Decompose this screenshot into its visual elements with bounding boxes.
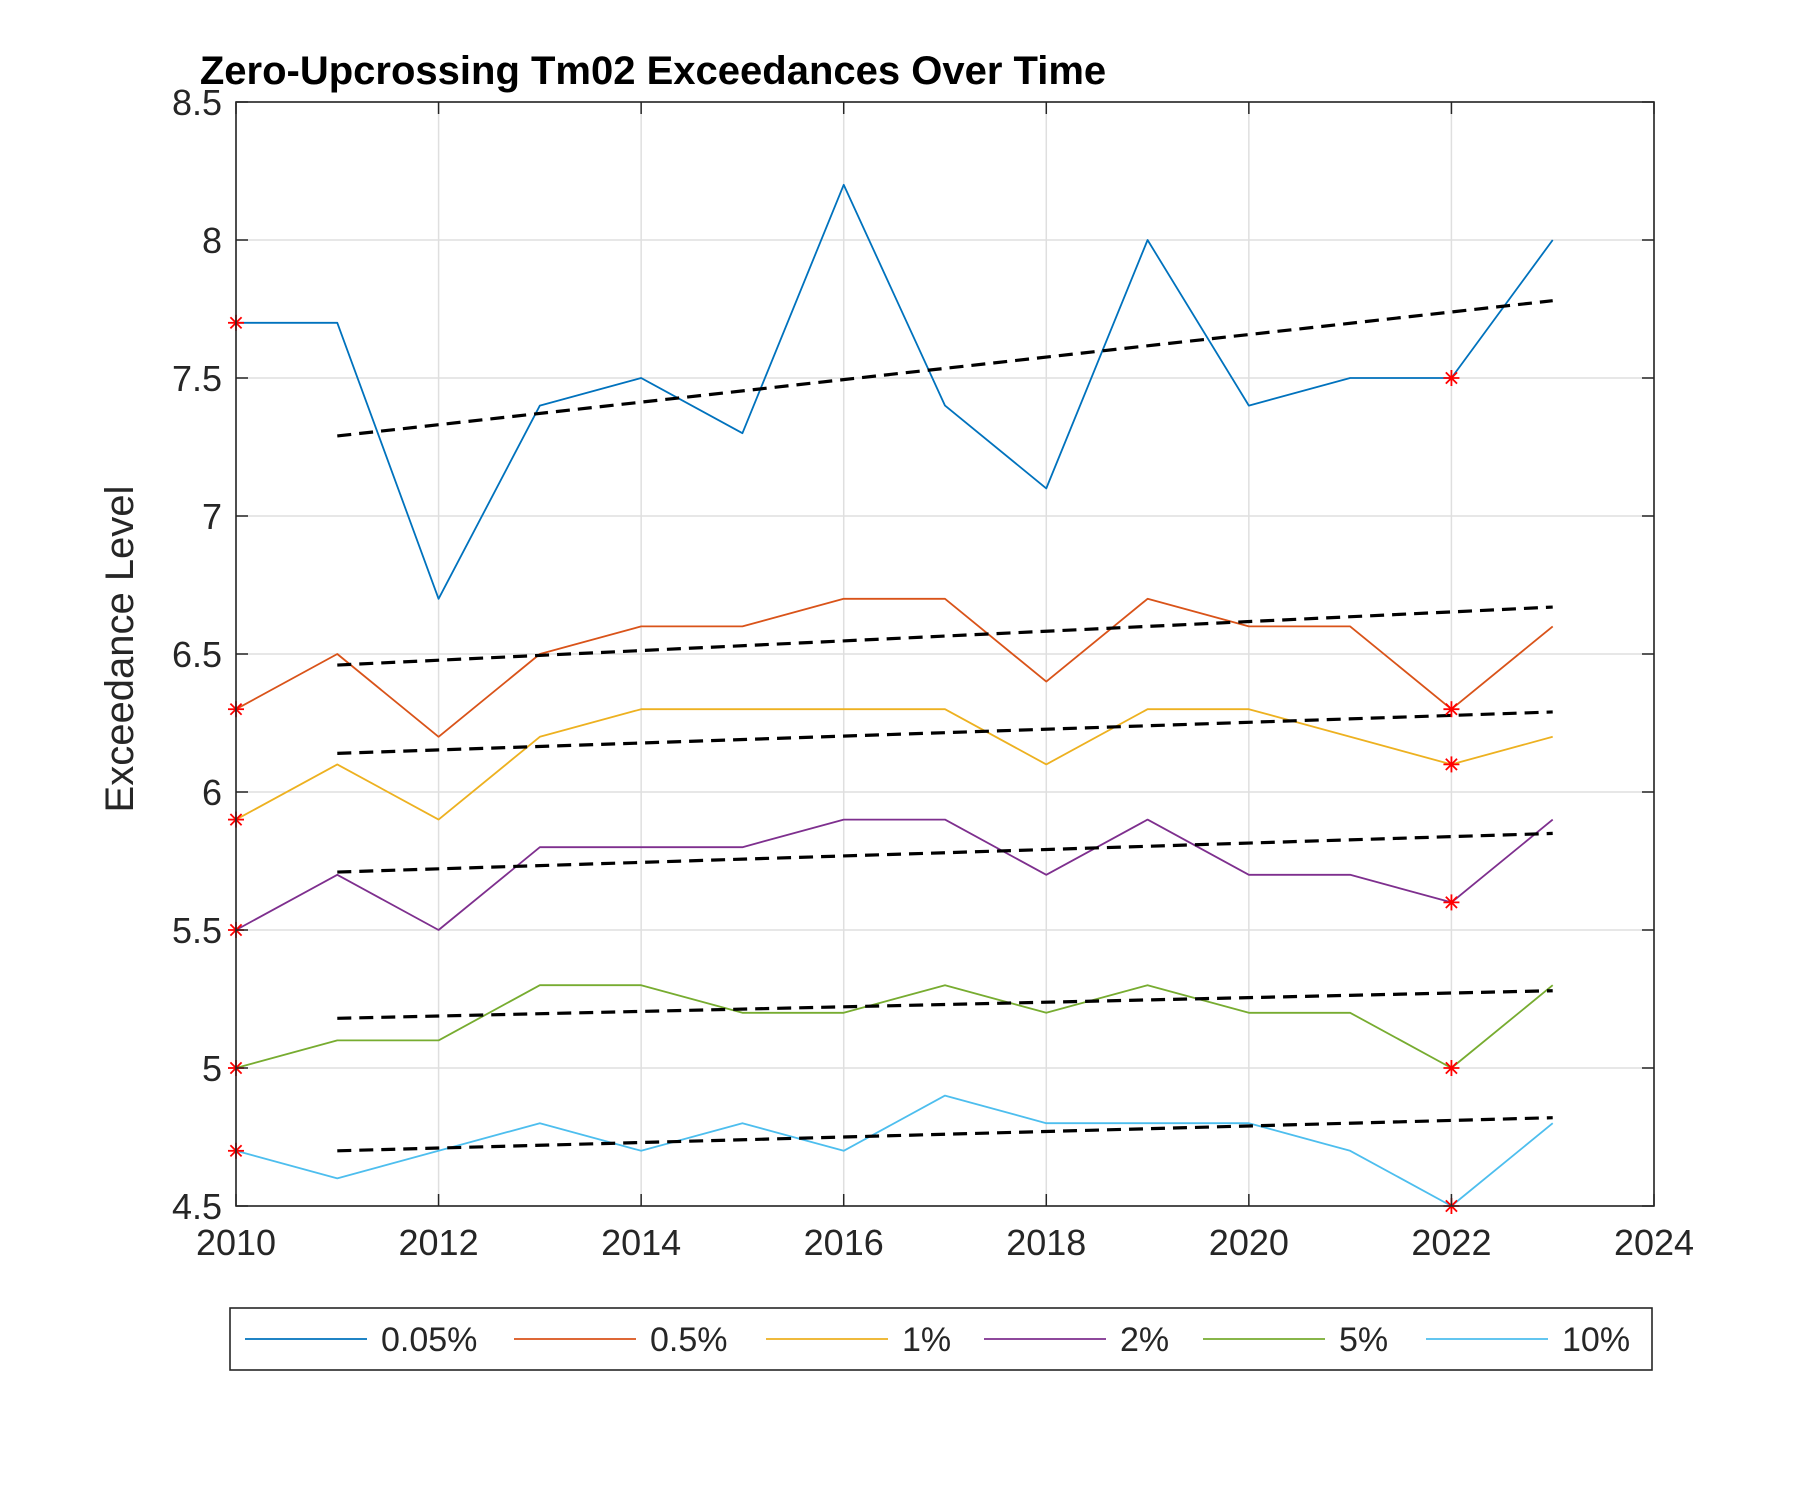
marker-stroke (1445, 1061, 1458, 1075)
y-tick-label: 7.5 (172, 358, 222, 399)
y-tick-label: 6 (202, 772, 222, 813)
marker-stroke (1445, 371, 1458, 385)
y-axis-label: Exceedance Level (98, 486, 142, 813)
trend-line-4 (337, 989, 1553, 1020)
y-tick-label: 8 (202, 220, 222, 261)
plot-area-border (235, 101, 1655, 1207)
trend-line-3 (337, 831, 1553, 874)
marker-stroke (1445, 758, 1458, 771)
x-tick-label: 2020 (1209, 1222, 1289, 1263)
trend-line-2 (337, 710, 1553, 755)
x-tick-label: 2024 (1614, 1222, 1694, 1263)
legend-label: 2% (1120, 1321, 1169, 1359)
series-line-2 (235, 708, 1553, 821)
y-tick-label: 4.5 (172, 1186, 222, 1227)
legend-label: 10% (1562, 1321, 1630, 1359)
y-tick-label: 7 (202, 496, 222, 537)
marker-stroke (1445, 896, 1458, 909)
legend-label: 1% (902, 1321, 951, 1359)
x-tick-label: 2016 (804, 1222, 884, 1263)
series-line-3 (235, 818, 1554, 931)
trend-line-0 (337, 299, 1553, 438)
marker-stroke (1445, 702, 1458, 716)
chart-title: Zero-Upcrossing Tm02 Exceedances Over Ti… (200, 49, 1106, 93)
x-tick-label: 2018 (1006, 1222, 1086, 1263)
y-tick-label: 5 (202, 1048, 222, 1089)
y-tick-label: 5.5 (172, 910, 222, 951)
series-line-4 (235, 984, 1554, 1069)
x-tick-label: 2014 (601, 1222, 681, 1263)
extreme-marker (1443, 756, 1460, 773)
legend-label: 0.5% (650, 1321, 728, 1359)
x-tick-label: 2022 (1411, 1222, 1491, 1263)
x-tick-label: 2010 (196, 1222, 276, 1263)
x-tick-label: 2012 (399, 1222, 479, 1263)
trend-line-1 (337, 605, 1553, 667)
axes: 2010 2012 2014 2016 2018 2020 2022 2024 4.5 5 5.5 6… (172, 82, 1694, 1263)
trend-lines (337, 299, 1553, 1153)
y-tick-label: 6.5 (172, 634, 222, 675)
grid (235, 101, 1655, 1207)
legend-label: 0.05% (381, 1321, 477, 1359)
extreme-marker (1443, 1060, 1460, 1076)
y-tick-label: 8.5 (172, 82, 222, 123)
legend: 0.05% 0.5% 1% 2% 5% 10% (229, 1307, 1653, 1371)
extreme-marker (1443, 370, 1460, 386)
series-line-1 (235, 597, 1554, 738)
legend-label: 5% (1339, 1321, 1388, 1359)
extreme-marker (1443, 701, 1460, 718)
legend-box (229, 1307, 1653, 1371)
trend-line-5 (337, 1116, 1553, 1153)
series-line-5 (235, 1094, 1554, 1207)
series-lines (235, 183, 1554, 1207)
extreme-marker (1443, 894, 1460, 911)
series-line-0 (236, 183, 1554, 600)
